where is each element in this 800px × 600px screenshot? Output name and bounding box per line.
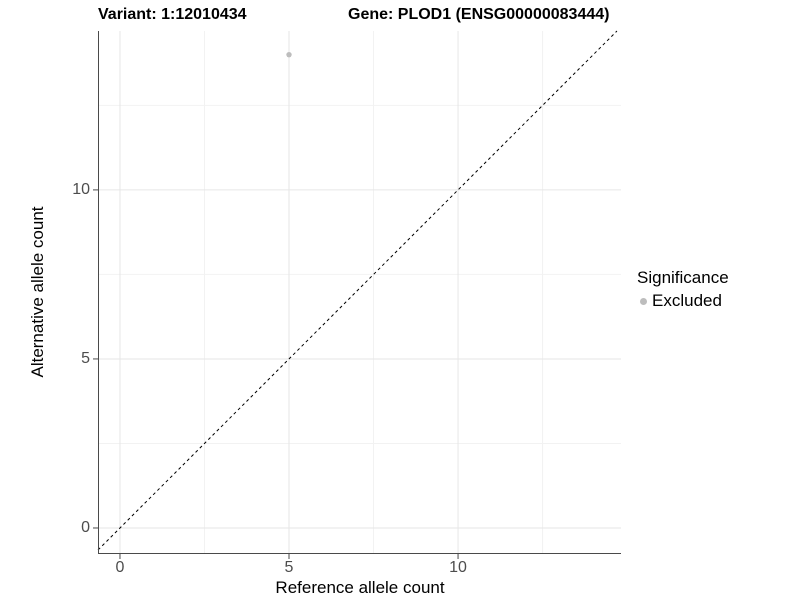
legend-point-icon — [640, 297, 647, 305]
y-tick-label: 0 — [81, 518, 90, 536]
legend: Significance Excluded — [637, 268, 729, 311]
x-tick-label: 0 — [115, 559, 125, 576]
legend-entry: Excluded — [637, 291, 729, 311]
variant-title: Variant: 1:12010434 — [98, 6, 247, 23]
y-tick-label: 5 — [81, 349, 90, 367]
y-axis-title: Alternative allele count — [28, 206, 47, 378]
data-point — [286, 51, 292, 58]
x-tick-label: 10 — [449, 559, 467, 576]
x-axis-title: Reference allele count — [275, 578, 445, 597]
identity-line — [97, 30, 618, 551]
legend-entry-label: Excluded — [652, 291, 722, 310]
legend-title: Significance — [637, 268, 729, 287]
x-tick-label: 5 — [284, 559, 294, 576]
y-tick-label: 10 — [72, 180, 90, 198]
gene-title: Gene: PLOD1 (ENSG00000083444) — [348, 6, 610, 23]
